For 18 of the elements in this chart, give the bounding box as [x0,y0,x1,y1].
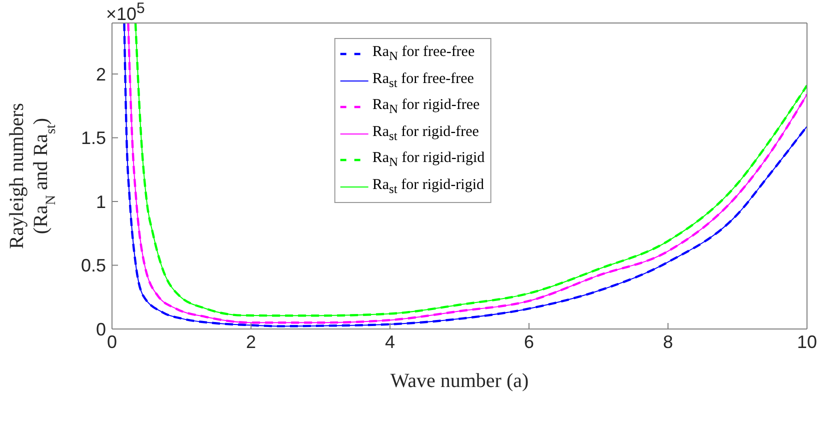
legend-label: Ra$_{N}$ for rigid-free [372,96,480,118]
y-tick-label: 1 [96,192,106,212]
legend-label: Ra$_{N}$ for free-free [372,43,475,65]
y-tick-label: 2 [96,64,106,84]
x-tick-label: 10 [796,332,818,352]
annotation: ×10$^{5}$ [106,0,145,25]
x-tick-label: 6 [524,332,534,352]
y-tick-label: 0 [96,319,106,340]
legend-label: Ra$_{st}$ for rigid-rigid [372,176,484,198]
legend-label: Ra$_{N}$ for rigid-rigid [372,149,485,171]
x-tick-label: 4 [384,332,396,352]
x-axis-title: Wave number (a) [390,370,529,392]
x-tick-label: 2 [246,332,256,352]
x-tick-label: 8 [662,332,674,352]
y-tick-label: 1.5 [80,128,106,148]
legend-label: Ra$_{st}$ for free-free [372,70,474,92]
legend-label: Ra$_{st}$ for rigid-free [372,122,479,144]
y-tick-label: 0.5 [80,256,106,276]
